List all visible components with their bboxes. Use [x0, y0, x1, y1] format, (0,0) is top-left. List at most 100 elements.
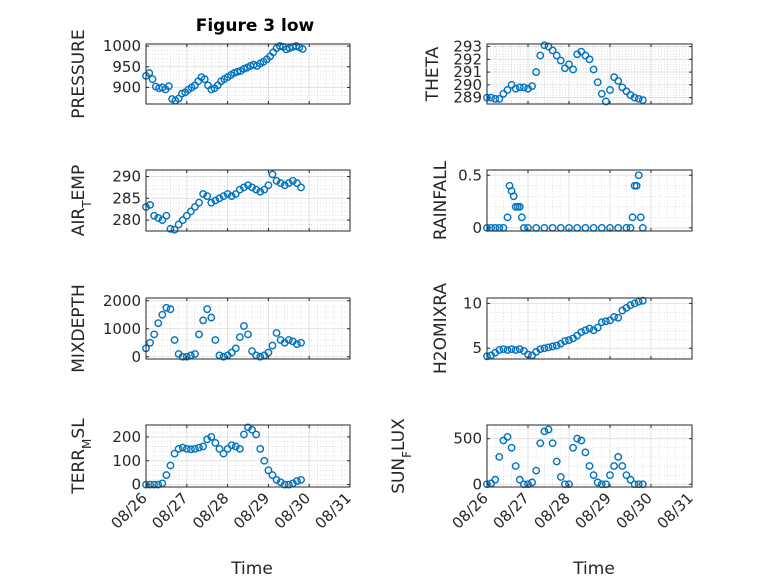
data-point	[148, 75, 157, 84]
data-point	[581, 448, 590, 457]
data-point	[150, 211, 159, 220]
data-point	[597, 89, 606, 98]
data-series	[142, 170, 305, 234]
data-series	[483, 41, 647, 106]
data-point	[288, 176, 297, 185]
data-point	[166, 305, 175, 314]
data-point	[503, 346, 512, 354]
data-point	[577, 328, 586, 336]
data-point	[276, 179, 285, 187]
data-point	[552, 457, 561, 466]
data-point	[195, 198, 203, 207]
data-point	[272, 176, 281, 185]
data-point	[244, 423, 252, 432]
data-point	[511, 462, 520, 470]
data-point	[166, 461, 175, 470]
data-point	[268, 471, 277, 479]
data-point	[297, 475, 305, 484]
data-point	[186, 445, 195, 454]
data-point	[154, 319, 163, 328]
data-point	[166, 224, 175, 233]
data-point	[581, 51, 590, 60]
axes-box	[145, 424, 351, 488]
data-point	[585, 462, 594, 470]
data-point	[146, 338, 154, 347]
data-point	[260, 185, 269, 194]
data-point	[252, 185, 261, 194]
data-point	[548, 439, 557, 448]
data-point	[215, 194, 224, 203]
subplot-3: 280 285 290 AIRTEMP	[69, 165, 351, 236]
data-point	[178, 216, 187, 225]
data-point	[614, 453, 623, 461]
data-point	[630, 93, 639, 102]
data-point	[297, 183, 305, 192]
data-point	[284, 480, 293, 489]
data-point	[199, 442, 208, 451]
data-point	[565, 60, 573, 69]
data-point	[495, 94, 504, 103]
data-point	[154, 214, 163, 222]
data-point	[532, 466, 541, 475]
data-point	[614, 77, 623, 85]
y-axis-label: SUNFLUX	[389, 418, 414, 494]
y-tick-label: 1000	[103, 320, 141, 338]
data-point	[552, 341, 561, 350]
x-tick-label: 08/27	[148, 489, 191, 532]
data-point	[548, 342, 557, 351]
data-point	[573, 434, 582, 443]
data-point	[264, 181, 273, 190]
data-point	[503, 432, 512, 441]
data-point	[626, 301, 635, 310]
data-point	[280, 480, 289, 489]
data-point	[284, 179, 293, 187]
data-point	[556, 56, 565, 65]
data-point	[507, 80, 516, 89]
data-point	[215, 444, 224, 453]
data-point	[626, 475, 635, 484]
data-point	[297, 338, 305, 347]
x-tick-label: 08/28	[189, 489, 232, 532]
data-point	[256, 352, 265, 361]
data-point	[191, 444, 199, 453]
y-tick-label: 10	[463, 294, 482, 312]
data-point	[211, 336, 220, 344]
data-point	[235, 333, 244, 342]
data-point	[170, 225, 179, 234]
data-point	[231, 442, 240, 451]
data-point	[622, 471, 631, 480]
data-point	[264, 348, 273, 357]
data-point	[158, 310, 167, 319]
data-point	[577, 436, 586, 445]
x-axis-label-right: Time	[572, 559, 615, 579]
x-tick-label: 08/28	[531, 489, 574, 532]
data-point	[219, 449, 228, 458]
data-point	[610, 73, 618, 82]
data-point	[515, 345, 524, 354]
y-axis-label: THETA	[423, 46, 443, 102]
data-point	[581, 326, 590, 335]
data-point	[276, 478, 285, 487]
y-tick-label: 290	[453, 76, 482, 94]
data-point	[515, 83, 524, 92]
data-point	[203, 435, 212, 444]
y-axis-label: TERRMSL	[69, 418, 94, 495]
data-point	[244, 181, 252, 190]
data-point	[565, 336, 573, 345]
data-point	[606, 86, 614, 94]
data-point	[248, 347, 256, 356]
subplot-1: 900 950 1000 PRESSURE	[69, 29, 351, 119]
data-series	[483, 171, 647, 232]
data-point	[223, 190, 232, 198]
data-point	[170, 449, 179, 458]
data-point	[182, 444, 191, 453]
x-tick-label: 08/26	[108, 489, 151, 532]
data-point	[638, 96, 647, 105]
data-point	[235, 185, 244, 194]
y-tick-label: 0	[131, 476, 141, 494]
data-point	[272, 475, 281, 484]
y-tick-label: 285	[112, 189, 141, 207]
data-point	[182, 352, 191, 361]
